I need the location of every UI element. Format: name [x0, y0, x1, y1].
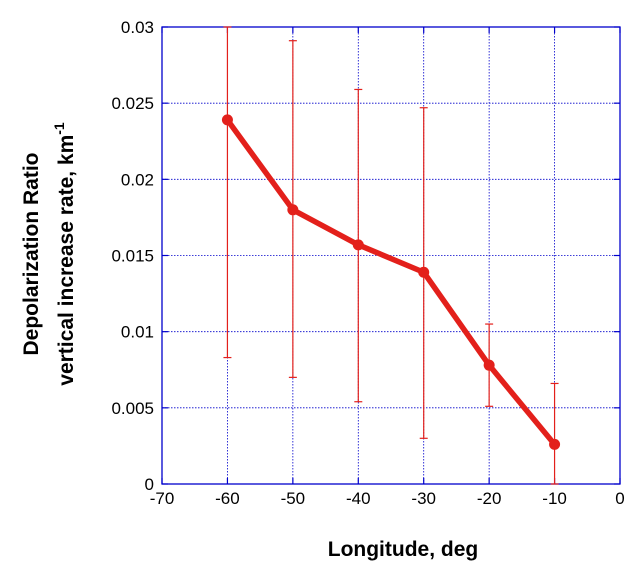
- data-point: [352, 239, 364, 251]
- label-layer: -70 -60 -50 -40 -30 -20 -10 0 0 0.005 0.01 0.015 0.0…: [111, 18, 624, 508]
- y-tick-label: 0.03: [121, 18, 154, 37]
- series-layer: [221, 114, 561, 450]
- x-axis-title: Longitude, deg: [328, 538, 478, 561]
- y-tick-label: 0.01: [121, 323, 154, 342]
- y-axis-title-superscript: -1: [51, 122, 67, 135]
- x-tick-label: -60: [215, 489, 240, 508]
- x-tick-label: 0: [615, 489, 624, 508]
- series-line: [224, 117, 558, 448]
- data-point: [483, 359, 495, 371]
- y-tick-label: 0.005: [111, 399, 154, 418]
- y-axis-title-line1: Depolarization Ratio: [20, 152, 43, 355]
- data-point: [221, 114, 233, 126]
- y-axis-title-line2-main: vertical increase rate, km: [55, 135, 78, 386]
- x-tick-label: -40: [346, 489, 371, 508]
- x-tick-label: -10: [542, 489, 567, 508]
- x-tick-label: -20: [477, 489, 502, 508]
- grid-layer: [162, 27, 620, 484]
- x-tick-label: -50: [281, 489, 306, 508]
- y-axis-title-line2: vertical increase rate, km-1: [51, 122, 78, 386]
- data-point: [418, 266, 430, 278]
- y-tick-label: 0.025: [111, 94, 154, 113]
- y-tick-label: 0: [145, 475, 154, 494]
- x-tick-label: -30: [411, 489, 436, 508]
- y-tick-label: 0.015: [111, 247, 154, 266]
- x-tick-label: -70: [150, 489, 175, 508]
- y-tick-label: 0.02: [121, 170, 154, 189]
- data-point: [287, 204, 299, 216]
- data-point: [549, 438, 561, 450]
